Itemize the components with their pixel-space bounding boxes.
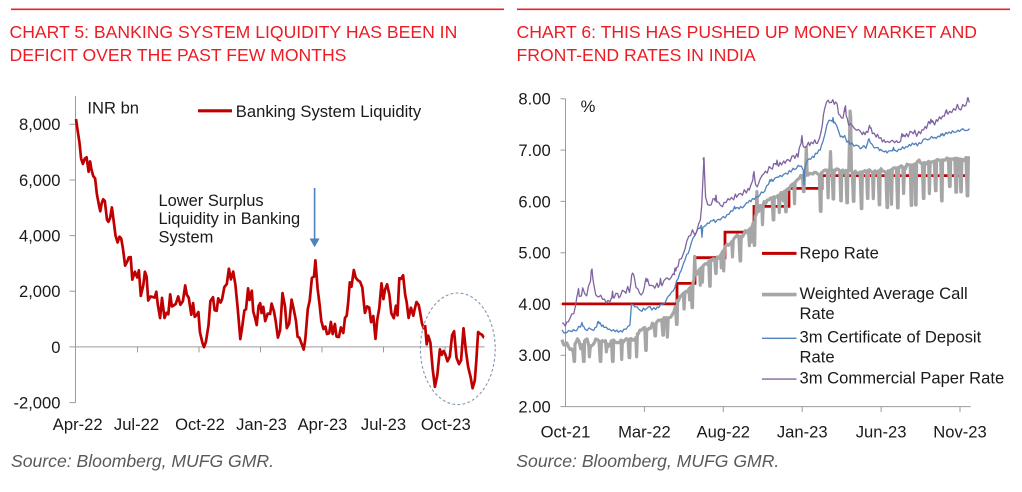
svg-text:Oct-22: Oct-22: [175, 415, 225, 434]
svg-text:Apr-23: Apr-23: [298, 415, 348, 434]
svg-text:Liquidity in Banking: Liquidity in Banking: [159, 210, 301, 228]
svg-text:CHART 6: THIS HAS PUSHED UP MO: CHART 6: THIS HAS PUSHED UP MONEY MARKET…: [517, 22, 978, 42]
svg-text:Lower Surplus: Lower Surplus: [159, 192, 264, 210]
svg-text:Banking System Liquidity: Banking System Liquidity: [236, 102, 422, 121]
svg-text:0: 0: [51, 338, 60, 357]
svg-text:%: %: [581, 97, 596, 116]
svg-text:Source: Bloomberg, MUFG GMR.: Source: Bloomberg, MUFG GMR.: [516, 451, 779, 471]
svg-text:FRONT-END RATES IN INDIA: FRONT-END RATES IN INDIA: [517, 45, 756, 65]
svg-text:-2,000: -2,000: [13, 394, 60, 413]
svg-text:8.00: 8.00: [518, 90, 550, 109]
svg-text:3m Certificate of Deposit: 3m Certificate of Deposit: [800, 328, 982, 347]
svg-text:Aug-22: Aug-22: [697, 423, 751, 442]
svg-text:4,000: 4,000: [19, 227, 61, 246]
svg-text:Jul-23: Jul-23: [361, 415, 406, 434]
svg-text:Jan-23: Jan-23: [236, 415, 287, 434]
svg-text:System: System: [159, 228, 214, 246]
svg-text:5.00: 5.00: [518, 244, 550, 263]
svg-text:Jan-23: Jan-23: [777, 423, 828, 442]
svg-text:Mar-22: Mar-22: [618, 423, 671, 442]
svg-text:3.00: 3.00: [518, 346, 550, 365]
svg-text:Rate: Rate: [800, 347, 835, 366]
svg-text:Source: Bloomberg, MUFG GMR.: Source: Bloomberg, MUFG GMR.: [11, 451, 274, 471]
svg-text:Weighted Average Call: Weighted Average Call: [800, 284, 968, 303]
svg-text:DEFICIT OVER THE PAST FEW MONT: DEFICIT OVER THE PAST FEW MONTHS: [10, 45, 347, 65]
svg-text:CHART 5: BANKING SYSTEM LIQUID: CHART 5: BANKING SYSTEM LIQUIDITY HAS BE…: [10, 22, 458, 42]
svg-text:INR bn: INR bn: [87, 99, 139, 118]
svg-text:6.00: 6.00: [518, 192, 550, 211]
svg-text:6,000: 6,000: [19, 171, 61, 190]
svg-text:2.00: 2.00: [518, 398, 550, 417]
svg-text:Repo Rate: Repo Rate: [800, 243, 879, 262]
svg-text:3m Commercial Paper Rate: 3m Commercial Paper Rate: [800, 369, 1005, 388]
svg-text:8,000: 8,000: [19, 115, 61, 134]
svg-text:Jul-22: Jul-22: [114, 415, 159, 434]
svg-text:Oct-21: Oct-21: [541, 423, 591, 442]
svg-text:2,000: 2,000: [19, 282, 61, 301]
svg-text:Rate: Rate: [800, 304, 835, 323]
svg-text:Jun-23: Jun-23: [856, 423, 907, 442]
svg-text:Apr-22: Apr-22: [53, 415, 103, 434]
svg-text:7.00: 7.00: [518, 141, 550, 160]
svg-text:Nov-23: Nov-23: [933, 423, 987, 442]
svg-text:4.00: 4.00: [518, 295, 550, 314]
svg-text:Oct-23: Oct-23: [421, 415, 471, 434]
